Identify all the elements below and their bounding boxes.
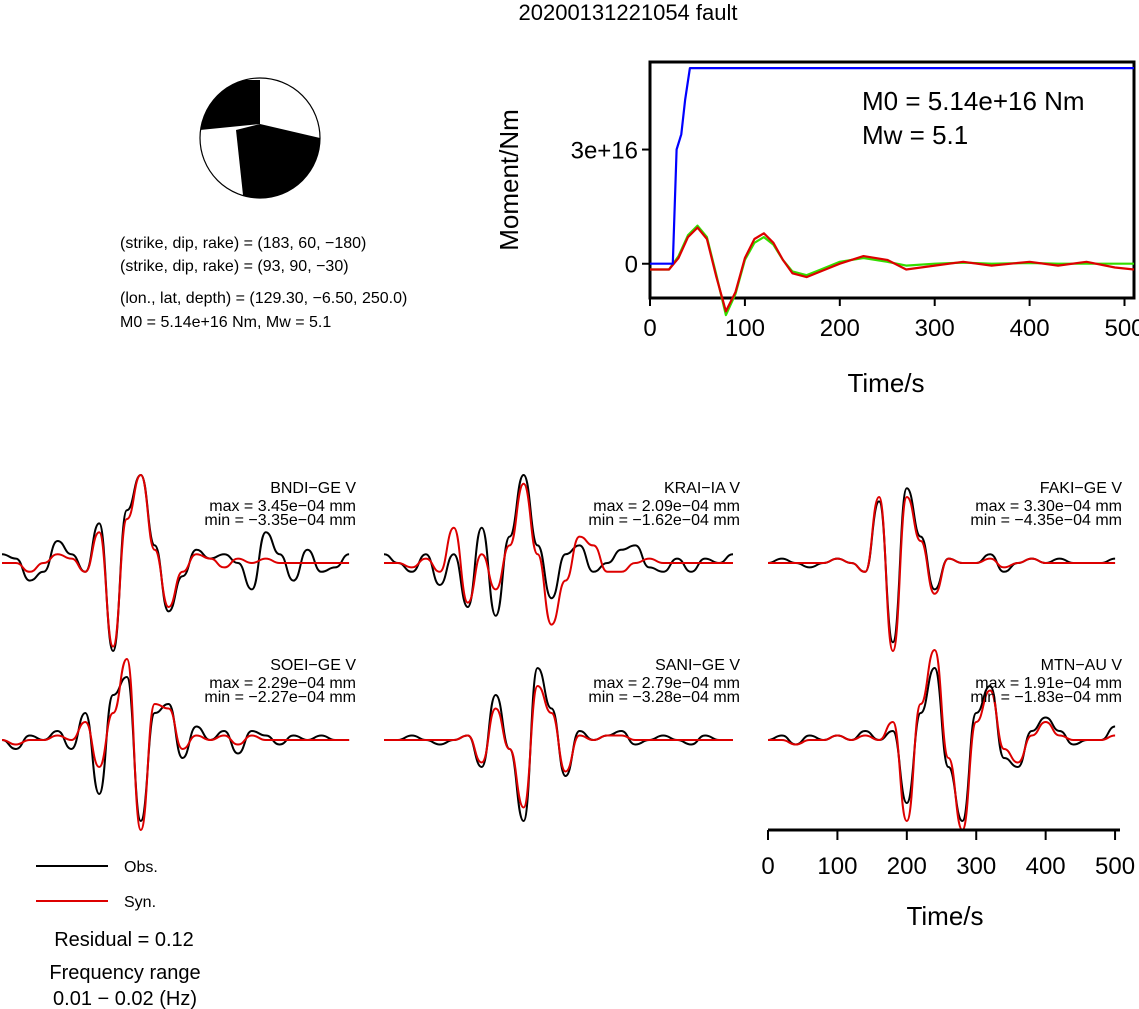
beachball-compression-quadrant-nw <box>200 80 260 130</box>
legend-obs-label: Obs. <box>124 859 158 876</box>
waveform-x-tick-label: 500 <box>1095 853 1135 880</box>
moment-x-ticks: 0 100 200 300 400 500 <box>643 298 1139 342</box>
legend-syn-label: Syn. <box>124 894 156 911</box>
waveform-synthetic-trace <box>767 495 1116 653</box>
moment-y-tick-label: 0 <box>625 252 638 279</box>
beachball <box>199 77 321 199</box>
moment-plot-frame <box>648 60 1136 300</box>
location-text: (lon., lat, depth) = (129.30, −6.50, 250… <box>120 290 407 307</box>
station-label: SOEI−GE V <box>270 657 356 674</box>
residual-text: Residual = 0.12 <box>54 929 194 951</box>
station-label: SANI−GE V <box>655 657 740 674</box>
waveform-x-tick-label: 400 <box>1026 853 1066 880</box>
moment-m0-label: M0 = 5.14e+16 Nm <box>862 86 1085 116</box>
waveform-synthetic-trace <box>383 684 733 809</box>
min-amplitude-label: min = −1.83e−04 mm <box>970 689 1122 706</box>
moment-x-tick-label: 300 <box>915 315 955 342</box>
max-amplitude-label: max = 3.30e−04 mm <box>975 498 1122 515</box>
moment-x-tick-label: 400 <box>1010 315 1050 342</box>
moment-y-axis-label: Moment/Nm <box>494 109 524 251</box>
min-amplitude-label: min = −2.27e−04 mm <box>204 689 356 706</box>
waveform-x-tick-label: 300 <box>956 853 996 880</box>
moment-series-moment-rate-b <box>650 226 1135 313</box>
waveform-x-tick-label: 200 <box>887 853 927 880</box>
station-label: BNDI−GE V <box>270 480 356 497</box>
moment-y-tick-label: 3e+16 <box>571 138 638 165</box>
max-amplitude-label: max = 1.91e−04 mm <box>975 675 1122 692</box>
frequency-range-value: 0.01 − 0.02 (Hz) <box>53 988 197 1009</box>
moment-summary-text: M0 = 5.14e+16 Nm, Mw = 5.1 <box>120 314 331 331</box>
moment-series-cumulative-moment <box>650 66 1134 265</box>
waveform-x-tick-label: 0 <box>761 853 774 880</box>
max-amplitude-label: max = 2.79e−04 mm <box>593 675 740 692</box>
moment-x-tick-label: 200 <box>820 315 860 342</box>
waveform-synthetic-trace <box>767 648 1116 832</box>
moment-x-tick-label: 0 <box>643 315 656 342</box>
waveform-x-tick-label: 100 <box>817 853 857 880</box>
moment-x-tick-label: 100 <box>725 315 765 342</box>
waveform-observed-trace <box>1 473 350 653</box>
moment-x-tick-label: 500 <box>1104 315 1139 342</box>
min-amplitude-label: min = −3.35e−04 mm <box>204 512 356 529</box>
min-amplitude-label: min = −1.62e−04 mm <box>588 512 740 529</box>
plane2-text: (strike, dip, rake) = (93, 90, −30) <box>120 258 349 275</box>
beachball-outline <box>199 77 321 199</box>
moment-x-axis-label: Time/s <box>847 368 924 398</box>
waveform-time-axis: 0 100 200 300 400 500 <box>761 828 1135 880</box>
moment-plot: 0 3e+16 0 100 200 300 400 500 M0 = 5.14e+16 Nm… <box>494 60 1139 398</box>
moment-series <box>650 66 1135 317</box>
waveform-x-axis-label: Time/s <box>906 901 983 931</box>
plane1-text: (strike, dip, rake) = (183, 60, −180) <box>120 235 366 252</box>
station-label: FAKI−GE V <box>1040 480 1123 497</box>
waveform-synthetic-trace <box>1 657 350 832</box>
min-amplitude-label: min = −4.35e−04 mm <box>970 512 1122 529</box>
waveform-synthetic-trace <box>383 482 733 626</box>
waveform-synthetic-trace <box>1 473 350 648</box>
station-label: KRAI−IA V <box>664 480 740 497</box>
waveform-observed-trace <box>383 666 733 823</box>
station-label: MTN−AU V <box>1041 657 1123 674</box>
waveform-legend: Obs. Syn. <box>36 859 158 911</box>
moment-y-ticks: 0 3e+16 <box>571 138 650 279</box>
max-amplitude-label: max = 2.09e−04 mm <box>593 498 740 515</box>
max-amplitude-label: max = 3.45e−04 mm <box>209 498 356 515</box>
moment-mw-label: Mw = 5.1 <box>862 120 968 150</box>
min-amplitude-label: min = −3.28e−04 mm <box>588 689 740 706</box>
beachball-compression-quadrant-se <box>236 124 320 198</box>
max-amplitude-label: max = 2.29e−04 mm <box>209 675 356 692</box>
frequency-range-label: Frequency range <box>49 962 200 984</box>
figure-title: 20200131221054 fault <box>519 0 738 25</box>
